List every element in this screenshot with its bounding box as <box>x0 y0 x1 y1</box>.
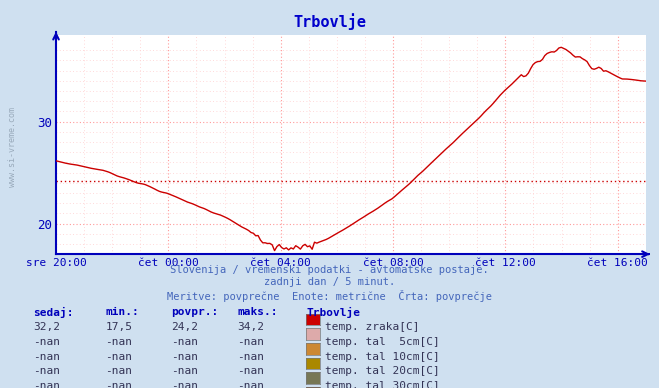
Text: -nan: -nan <box>105 381 132 388</box>
Text: temp. tal 30cm[C]: temp. tal 30cm[C] <box>325 381 440 388</box>
Text: -nan: -nan <box>105 337 132 347</box>
Text: -nan: -nan <box>237 352 264 362</box>
Text: 24,2: 24,2 <box>171 322 198 332</box>
Text: -nan: -nan <box>171 352 198 362</box>
Text: 32,2: 32,2 <box>33 322 60 332</box>
Text: -nan: -nan <box>105 366 132 376</box>
Text: -nan: -nan <box>33 337 60 347</box>
Text: Trbovlje: Trbovlje <box>306 307 360 318</box>
Text: 34,2: 34,2 <box>237 322 264 332</box>
Text: zadnji dan / 5 minut.: zadnji dan / 5 minut. <box>264 277 395 288</box>
Text: www.si-vreme.com: www.si-vreme.com <box>8 107 17 187</box>
Text: Slovenija / vremenski podatki - avtomatske postaje.: Slovenija / vremenski podatki - avtomats… <box>170 265 489 275</box>
Text: temp. tal  5cm[C]: temp. tal 5cm[C] <box>325 337 440 347</box>
Text: -nan: -nan <box>171 366 198 376</box>
Text: -nan: -nan <box>237 381 264 388</box>
Text: 17,5: 17,5 <box>105 322 132 332</box>
Text: -nan: -nan <box>33 381 60 388</box>
Text: Trbovlje: Trbovlje <box>293 14 366 30</box>
Text: maks.:: maks.: <box>237 307 277 317</box>
Text: povpr.:: povpr.: <box>171 307 219 317</box>
Text: -nan: -nan <box>237 366 264 376</box>
Text: Meritve: povprečne  Enote: metrične  Črta: povprečje: Meritve: povprečne Enote: metrične Črta:… <box>167 290 492 302</box>
Text: -nan: -nan <box>171 337 198 347</box>
Text: -nan: -nan <box>237 337 264 347</box>
Text: temp. zraka[C]: temp. zraka[C] <box>325 322 419 332</box>
Text: -nan: -nan <box>33 366 60 376</box>
Text: sedaj:: sedaj: <box>33 307 73 318</box>
Text: min.:: min.: <box>105 307 139 317</box>
Text: -nan: -nan <box>171 381 198 388</box>
Text: temp. tal 20cm[C]: temp. tal 20cm[C] <box>325 366 440 376</box>
Text: -nan: -nan <box>33 352 60 362</box>
Text: temp. tal 10cm[C]: temp. tal 10cm[C] <box>325 352 440 362</box>
Text: -nan: -nan <box>105 352 132 362</box>
